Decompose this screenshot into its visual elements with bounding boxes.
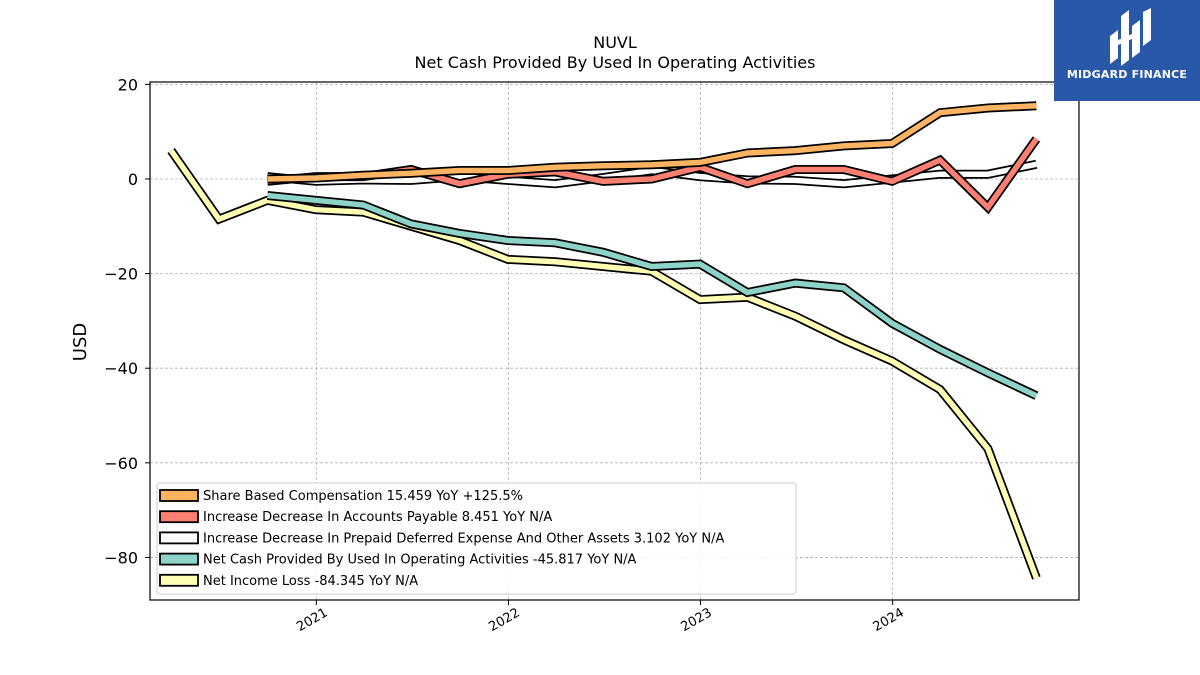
series-net-income-loss xyxy=(167,148,1041,580)
x-tick-label: 2024 xyxy=(871,605,907,635)
y-tick-label: −20 xyxy=(104,265,138,284)
legend: Share Based Compensation 15.459 YoY +125… xyxy=(156,482,797,595)
legend-swatch xyxy=(159,552,199,566)
plot-frame xyxy=(149,81,1080,601)
brand-name: MIDGARD FINANCE xyxy=(1066,68,1188,81)
legend-box xyxy=(156,482,797,595)
brand-logo: MIDGARD FINANCE xyxy=(1054,0,1200,101)
x-tick-label: 2021 xyxy=(294,605,330,635)
series-line xyxy=(267,103,1037,182)
legend-swatch xyxy=(159,489,199,502)
x-tick-label: 2023 xyxy=(679,605,715,635)
legend-label: Increase Decrease In Prepaid Deferred Ex… xyxy=(203,531,724,546)
legend-label: Net Income Loss -84.345 YoY N/A xyxy=(203,574,418,589)
legend-swatch xyxy=(159,573,199,587)
y-tick-label: −80 xyxy=(104,548,138,567)
series-line xyxy=(168,149,1039,579)
y-tick-label: 20 xyxy=(118,75,138,94)
chart-subtitle: Net Cash Provided By Used In Operating A… xyxy=(415,53,816,72)
y-tick-label: −40 xyxy=(104,359,138,378)
chart-title: NUVL xyxy=(593,33,637,52)
series-share-based-compensation xyxy=(267,101,1037,184)
y-tick-label: −60 xyxy=(104,454,138,473)
legend-swatch xyxy=(159,510,199,524)
y-axis-label: USD xyxy=(70,323,91,361)
legend-label: Net Cash Provided By Used In Operating A… xyxy=(203,553,637,568)
series-layer xyxy=(167,101,1041,580)
y-tick-label: 0 xyxy=(128,170,138,189)
series-line xyxy=(267,192,1038,399)
legend-swatch xyxy=(159,531,199,545)
series-outline xyxy=(266,191,1039,400)
legend-label: Share Based Compensation 15.459 YoY +125… xyxy=(203,489,523,504)
midgard-finance-logo-icon xyxy=(1110,8,1151,66)
series-net-cash-provided-by-used-in-operating-activities xyxy=(266,191,1039,400)
x-tick-label: 2022 xyxy=(486,605,522,635)
legend-label: Increase Decrease In Accounts Payable 8.… xyxy=(203,510,552,525)
